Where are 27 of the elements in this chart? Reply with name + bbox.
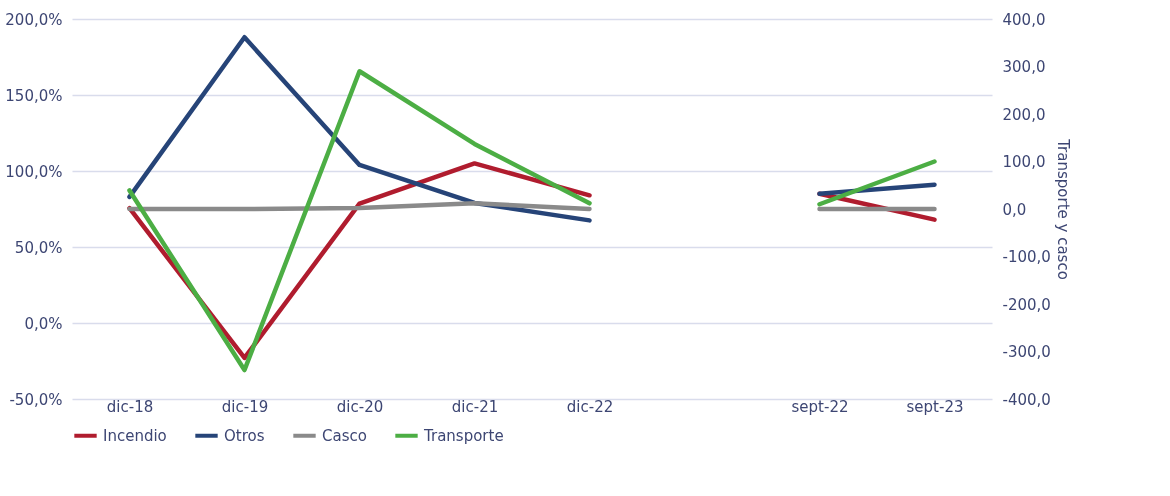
y2-tick-label: -300,0 <box>1002 343 1051 361</box>
y2-tick-label: 0,0 <box>1002 200 1027 219</box>
y-tick-label: 150,0% <box>5 86 63 105</box>
y2-tick-label: 100,0 <box>1002 153 1046 171</box>
x-tick-label: dic-18 <box>106 397 154 416</box>
y2-tick-label: 200,0 <box>1002 105 1046 124</box>
legend-label: Casco <box>322 426 367 445</box>
y-tick-label: 100,0% <box>5 162 63 181</box>
legend-label: Otros <box>224 426 265 445</box>
y2-tick-label: -200,0 <box>1002 295 1051 314</box>
y2-axis-title: Transporte y casco <box>1053 138 1072 280</box>
x-tick-label: sept-23 <box>906 397 964 416</box>
legend-label: Incendio <box>103 426 167 445</box>
x-tick-label: sept-22 <box>791 397 849 416</box>
y-tick-label: 0,0% <box>24 314 63 333</box>
y2-tick-label: 400,0 <box>1002 10 1046 29</box>
y2-tick-label: -400,0 <box>1002 390 1051 409</box>
x-tick-label: dic-19 <box>221 397 269 416</box>
y-tick-label: 50,0% <box>14 238 63 257</box>
y-tick-label: -50,0% <box>9 390 63 409</box>
y-tick-label: 200,0% <box>5 10 63 29</box>
x-tick-label: dic-21 <box>451 397 499 416</box>
y2-tick-label: -100,0 <box>1002 248 1051 266</box>
x-tick-label: dic-20 <box>336 397 384 416</box>
x-tick-label: dic-22 <box>566 397 614 416</box>
y2-tick-label: 300,0 <box>1002 58 1046 76</box>
legend-label: Transporte <box>423 426 504 445</box>
